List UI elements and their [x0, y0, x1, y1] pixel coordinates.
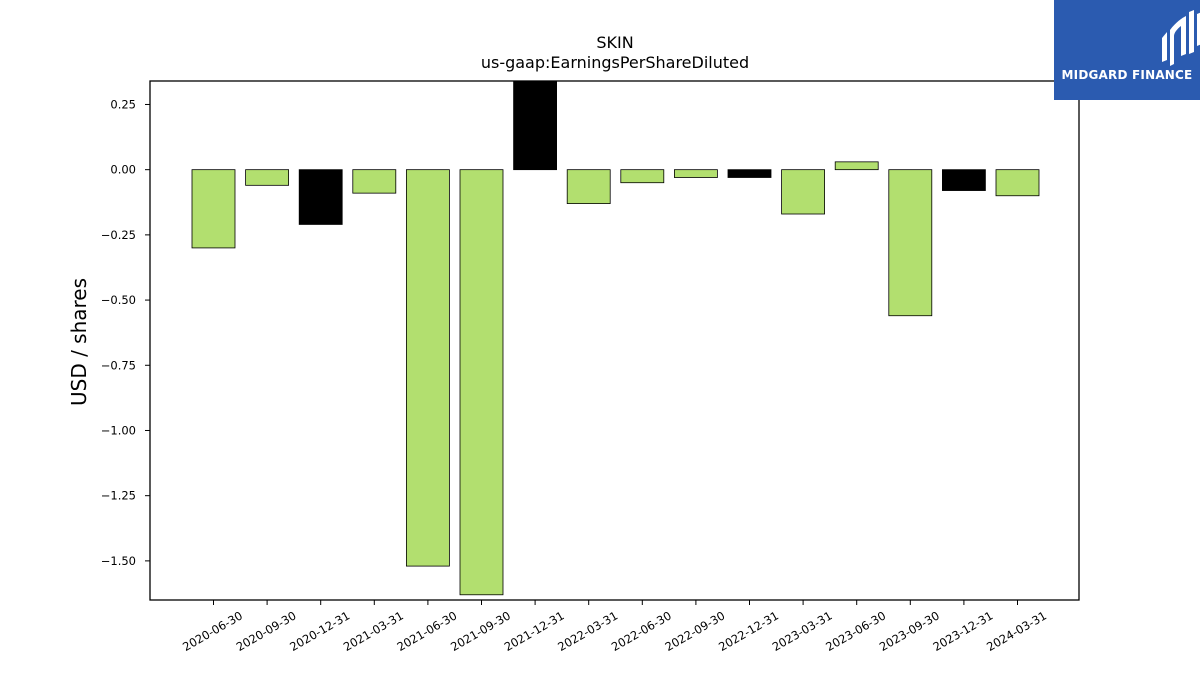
x-tick-label: 2023-09-30 [877, 608, 942, 654]
bar-2022-06-30 [620, 169, 665, 184]
x-tick-label: 2023-06-30 [823, 608, 888, 654]
chart-subtitle: us-gaap:EarningsPerShareDiluted [481, 53, 749, 72]
bar-2022-09-30 [674, 169, 718, 178]
bar-2021-03-31 [352, 169, 397, 194]
y-tick-label: −1.25 [101, 489, 136, 503]
y-tick-label: 0.25 [110, 97, 136, 111]
bar-2022-03-31 [566, 169, 611, 204]
bars-group [191, 80, 1040, 596]
x-tick-label: 2022-06-30 [609, 608, 674, 654]
x-tick-label: 2023-12-31 [931, 608, 996, 654]
brand-logo-text: MIDGARD FINANCE [1061, 68, 1193, 82]
x-tick-label: 2024-03-31 [984, 608, 1049, 654]
bar-2023-03-31 [781, 169, 825, 215]
y-tick-label: −0.50 [101, 293, 136, 307]
x-tick-label: 2023-03-31 [770, 608, 835, 654]
x-tick-label: 2021-09-30 [448, 608, 513, 654]
y-axis-label: USD / shares [67, 278, 91, 406]
y-tick-label: −0.75 [101, 358, 136, 372]
bar-2020-12-31 [298, 169, 343, 225]
x-tick-label: 2021-06-30 [395, 608, 460, 654]
bar-2020-06-30 [191, 169, 236, 249]
y-tick-label: −0.25 [101, 228, 136, 242]
bar-2020-09-30 [245, 169, 290, 186]
x-tick-label: 2020-06-30 [180, 608, 245, 654]
bar-2021-12-31 [513, 80, 557, 171]
brand-logo: MIDGARD FINANCE [1054, 0, 1200, 100]
bar-2023-12-31 [942, 169, 986, 191]
x-tick-label: 2022-03-31 [555, 608, 620, 654]
bar-2024-03-31 [995, 169, 1040, 197]
bar-2023-09-30 [888, 169, 933, 317]
chart-title: SKIN [596, 33, 633, 52]
x-tick-label: 2021-03-31 [341, 608, 406, 654]
plot-frame [149, 80, 1080, 601]
y-tick-label: 0.00 [110, 163, 136, 177]
x-tick-label: 2022-09-30 [663, 608, 728, 654]
bar-2021-09-30 [459, 169, 504, 596]
bar-2022-12-31 [727, 169, 772, 178]
y-tick-label: −1.50 [101, 554, 136, 568]
midgard-logo-mark-icon [1162, 10, 1200, 66]
x-tick-label: 2020-09-30 [234, 608, 299, 654]
x-tick-label: 2020-12-31 [287, 608, 352, 654]
y-tick-label: −1.00 [101, 423, 136, 437]
y-ticks-group: 0.25 0.00 −0.25 −0.50 −0.75 −1.00 −1.25 −1.50 [101, 97, 150, 568]
x-tick-label: 2022-12-31 [716, 608, 781, 654]
bar-2023-06-30 [834, 161, 879, 171]
x-ticks-group: 2020-06-302020-09-302020-12-312021-03-31… [180, 600, 1049, 654]
bar-2021-06-30 [405, 169, 450, 567]
x-tick-label: 2021-12-31 [502, 608, 567, 654]
